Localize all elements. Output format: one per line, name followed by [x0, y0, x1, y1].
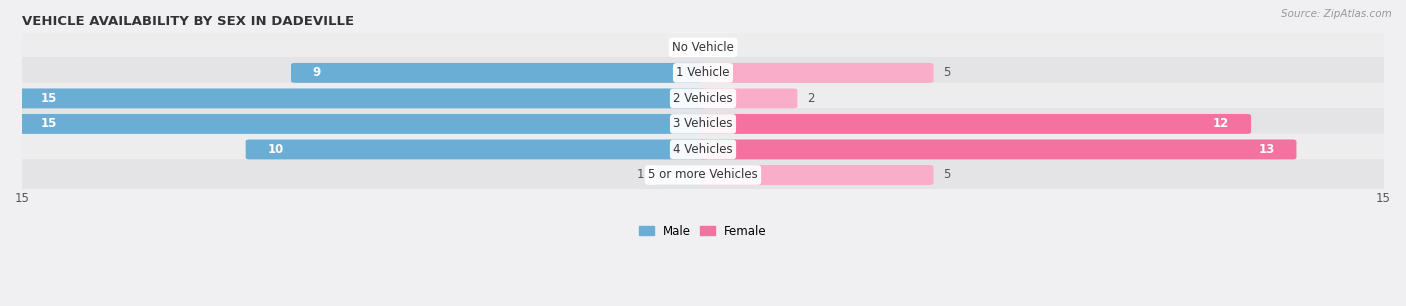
Text: 13: 13	[1258, 143, 1275, 156]
Text: 10: 10	[267, 143, 284, 156]
FancyBboxPatch shape	[699, 63, 934, 83]
Text: 1: 1	[637, 169, 644, 181]
Legend: Male, Female: Male, Female	[634, 220, 772, 242]
Text: Source: ZipAtlas.com: Source: ZipAtlas.com	[1281, 9, 1392, 19]
FancyBboxPatch shape	[699, 140, 1296, 159]
Text: 1 Vehicle: 1 Vehicle	[676, 66, 730, 79]
FancyBboxPatch shape	[17, 108, 1389, 140]
Text: VEHICLE AVAILABILITY BY SEX IN DADEVILLE: VEHICLE AVAILABILITY BY SEX IN DADEVILLE	[22, 15, 354, 28]
Text: 5: 5	[943, 66, 950, 79]
Text: 0: 0	[678, 41, 685, 54]
Text: 15: 15	[41, 92, 58, 105]
FancyBboxPatch shape	[17, 83, 1389, 114]
Text: 4 Vehicles: 4 Vehicles	[673, 143, 733, 156]
FancyBboxPatch shape	[18, 114, 707, 134]
FancyBboxPatch shape	[291, 63, 707, 83]
FancyBboxPatch shape	[17, 159, 1389, 191]
FancyBboxPatch shape	[18, 88, 707, 108]
FancyBboxPatch shape	[699, 88, 797, 108]
FancyBboxPatch shape	[699, 114, 1251, 134]
Text: No Vehicle: No Vehicle	[672, 41, 734, 54]
Text: 5 or more Vehicles: 5 or more Vehicles	[648, 169, 758, 181]
Text: 12: 12	[1213, 118, 1229, 130]
FancyBboxPatch shape	[17, 57, 1389, 89]
Text: 0: 0	[721, 41, 728, 54]
Text: 15: 15	[41, 118, 58, 130]
Text: 5: 5	[943, 169, 950, 181]
Text: 3 Vehicles: 3 Vehicles	[673, 118, 733, 130]
Text: 2: 2	[807, 92, 815, 105]
FancyBboxPatch shape	[17, 32, 1389, 63]
FancyBboxPatch shape	[654, 165, 707, 185]
FancyBboxPatch shape	[246, 140, 707, 159]
FancyBboxPatch shape	[17, 134, 1389, 165]
FancyBboxPatch shape	[699, 165, 934, 185]
Text: 9: 9	[312, 66, 321, 79]
Text: 2 Vehicles: 2 Vehicles	[673, 92, 733, 105]
